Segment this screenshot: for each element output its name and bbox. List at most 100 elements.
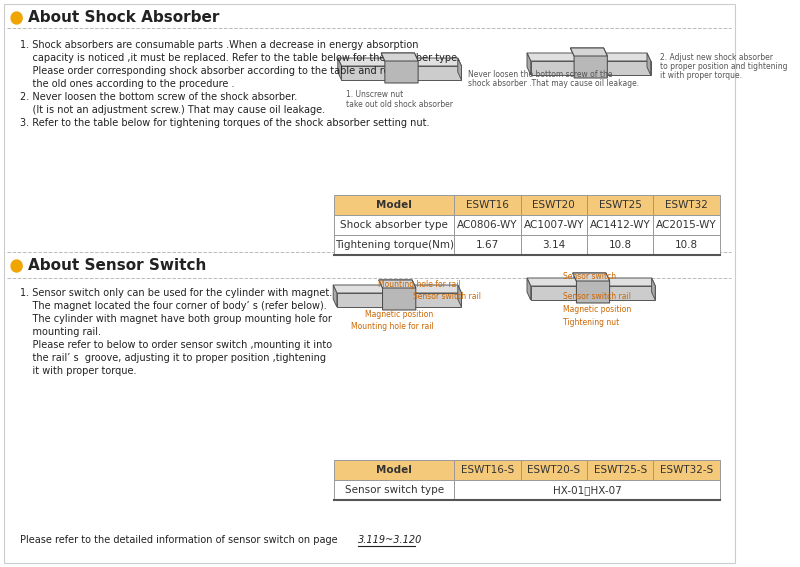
Bar <box>521 235 587 255</box>
Bar <box>654 460 720 480</box>
Text: take out old shock absorber: take out old shock absorber <box>346 100 453 109</box>
Text: AC1007-WY: AC1007-WY <box>523 220 584 230</box>
Circle shape <box>11 260 22 272</box>
Circle shape <box>11 12 22 24</box>
Bar <box>587 460 654 480</box>
Text: Please refer to the detailed information of sensor switch on page: Please refer to the detailed information… <box>20 535 338 545</box>
Text: shock absorber .That may cause oil leakage.: shock absorber .That may cause oil leaka… <box>468 79 639 88</box>
Text: Mounting hole for rail: Mounting hole for rail <box>350 322 434 331</box>
Bar <box>334 480 454 500</box>
Text: 3.14: 3.14 <box>542 240 566 250</box>
Polygon shape <box>573 273 610 281</box>
Polygon shape <box>573 273 610 303</box>
Polygon shape <box>570 48 607 78</box>
Text: Tightening torque(Nm): Tightening torque(Nm) <box>334 240 454 250</box>
Bar <box>334 235 454 255</box>
Bar <box>454 235 521 255</box>
Text: ESWT20-S: ESWT20-S <box>527 465 580 475</box>
Text: the rail’ s  groove, adjusting it to proper position ,tightening: the rail’ s groove, adjusting it to prop… <box>20 353 326 363</box>
Text: ESWT25: ESWT25 <box>598 200 642 210</box>
Bar <box>334 460 454 480</box>
Bar <box>521 460 587 480</box>
Bar <box>334 195 454 215</box>
Bar <box>334 215 454 235</box>
Text: it with proper torque.: it with proper torque. <box>20 366 137 376</box>
Text: 10.8: 10.8 <box>609 240 632 250</box>
Text: Sensor switch: Sensor switch <box>563 272 616 281</box>
Bar <box>454 215 521 235</box>
Polygon shape <box>458 285 462 307</box>
Text: AC2015-WY: AC2015-WY <box>656 220 717 230</box>
Text: HX-01！HX-07: HX-01！HX-07 <box>553 485 622 495</box>
Text: Magnetic position: Magnetic position <box>365 310 433 319</box>
Text: The cylinder with magnet have both group mounting hole for: The cylinder with magnet have both group… <box>20 314 332 324</box>
Text: About Shock Absorber: About Shock Absorber <box>28 11 219 26</box>
Text: Please refer to below to order sensor switch ,mounting it into: Please refer to below to order sensor sw… <box>20 340 333 350</box>
Text: ESWT16: ESWT16 <box>466 200 509 210</box>
Text: mounting rail.: mounting rail. <box>20 327 102 337</box>
Bar <box>521 215 587 235</box>
Text: Never loosen the bottom screw of the: Never loosen the bottom screw of the <box>468 70 613 79</box>
Text: Sensor switch rail: Sensor switch rail <box>413 292 481 301</box>
Polygon shape <box>338 58 342 80</box>
Text: Tightening nut: Tightening nut <box>563 318 619 327</box>
Text: Sensor switch type: Sensor switch type <box>345 485 444 495</box>
Text: ESWT32-S: ESWT32-S <box>660 465 714 475</box>
Bar <box>654 215 720 235</box>
Polygon shape <box>570 48 607 56</box>
Text: Sensor switch rail: Sensor switch rail <box>563 292 631 301</box>
Polygon shape <box>338 58 462 66</box>
Bar <box>587 215 654 235</box>
Text: 1.67: 1.67 <box>476 240 499 250</box>
Polygon shape <box>381 53 418 83</box>
Bar <box>587 195 654 215</box>
Text: 2. Adjust new shock absorber: 2. Adjust new shock absorber <box>660 53 773 62</box>
Polygon shape <box>527 53 650 61</box>
Polygon shape <box>342 66 462 80</box>
Polygon shape <box>530 286 655 300</box>
Polygon shape <box>333 285 462 293</box>
Polygon shape <box>379 280 416 310</box>
Bar <box>654 195 720 215</box>
Polygon shape <box>337 293 462 307</box>
Text: The magnet located the four corner of body’ s (refer below).: The magnet located the four corner of bo… <box>20 301 327 311</box>
Text: 2. Never loosen the bottom screw of the shock absorber.: 2. Never loosen the bottom screw of the … <box>20 92 298 102</box>
Text: Shock absorber type: Shock absorber type <box>340 220 448 230</box>
Polygon shape <box>647 53 650 75</box>
Text: Please order corresponding shock absorber according to the table and replace: Please order corresponding shock absorbe… <box>20 66 416 76</box>
Polygon shape <box>333 285 337 307</box>
Text: Model: Model <box>376 200 412 210</box>
Text: it with proper torque.: it with proper torque. <box>660 71 742 80</box>
Text: 1. Sensor switch only can be used for the cylinder with magnet.: 1. Sensor switch only can be used for th… <box>20 288 333 298</box>
Bar <box>454 460 521 480</box>
Text: About Sensor Switch: About Sensor Switch <box>28 259 206 273</box>
Text: 3.119~3.120: 3.119~3.120 <box>358 535 422 545</box>
Text: 1. Unscrew nut: 1. Unscrew nut <box>346 90 403 99</box>
Bar <box>454 480 720 500</box>
Text: to proper position and tightening: to proper position and tightening <box>660 62 787 71</box>
Text: 10.8: 10.8 <box>675 240 698 250</box>
Text: 3. Refer to the table below for tightening torques of the shock absorber setting: 3. Refer to the table below for tighteni… <box>20 118 430 128</box>
Polygon shape <box>530 61 650 75</box>
Text: ESWT16-S: ESWT16-S <box>461 465 514 475</box>
Text: Mounting hole for rail: Mounting hole for rail <box>378 280 461 289</box>
Polygon shape <box>458 58 462 80</box>
Text: (It is not an adjustment screw.) That may cause oil leakage.: (It is not an adjustment screw.) That ma… <box>20 105 326 115</box>
Bar <box>521 195 587 215</box>
Polygon shape <box>527 278 655 286</box>
Text: Magnetic position: Magnetic position <box>563 305 631 314</box>
Bar <box>587 235 654 255</box>
Text: ESWT32: ESWT32 <box>666 200 708 210</box>
Text: AC1412-WY: AC1412-WY <box>590 220 650 230</box>
Polygon shape <box>381 53 418 61</box>
Text: capacity is noticed ,it must be replaced. Refer to the table below for the absor: capacity is noticed ,it must be replaced… <box>20 53 461 63</box>
Text: ESWT20: ESWT20 <box>533 200 575 210</box>
Polygon shape <box>527 53 530 75</box>
Bar <box>654 235 720 255</box>
Text: the old ones according to the procedure .: the old ones according to the procedure … <box>20 79 235 89</box>
Bar <box>454 195 521 215</box>
Polygon shape <box>527 278 530 300</box>
Polygon shape <box>379 280 416 288</box>
Text: AC0806-WY: AC0806-WY <box>457 220 518 230</box>
Polygon shape <box>652 278 655 300</box>
